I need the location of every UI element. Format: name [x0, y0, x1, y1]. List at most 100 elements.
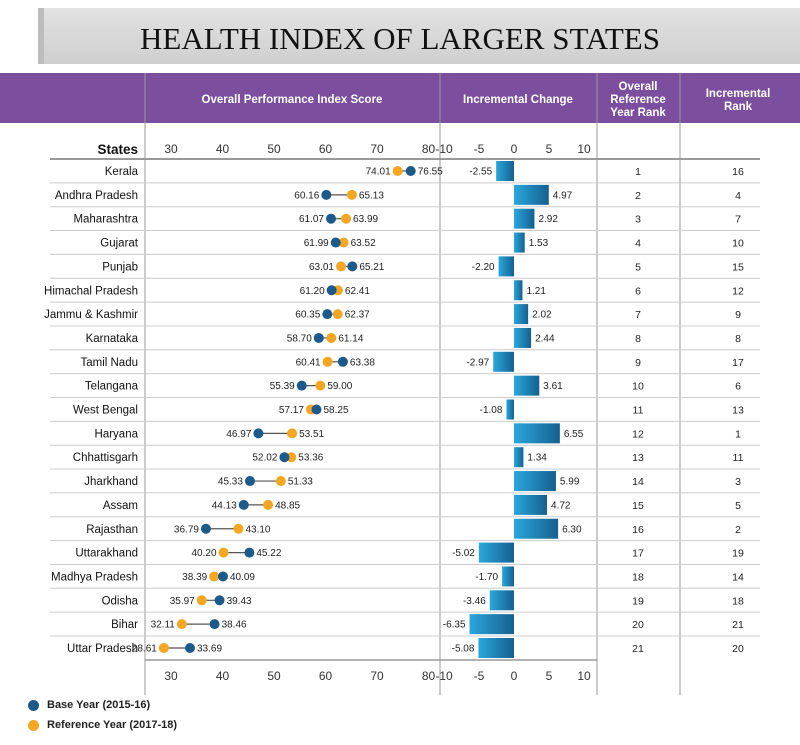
- base-year-point: [279, 452, 290, 463]
- inc-rank-value: 5: [735, 500, 741, 512]
- score-label-low: 61.07: [299, 214, 324, 225]
- reference-year-point: [392, 166, 403, 176]
- base-year-point: [326, 285, 337, 296]
- reference-year-point: [341, 213, 352, 224]
- score-label-low: 45.33: [218, 477, 243, 488]
- state-label: Haryana: [95, 428, 139, 440]
- incremental-bar: [514, 375, 540, 396]
- score-label-high: 65.21: [359, 262, 384, 273]
- ref-rank-value: 1: [635, 166, 641, 178]
- state-label: Gujarat: [100, 238, 139, 250]
- incremental-bar: [514, 327, 532, 348]
- score-tick-label: 40: [216, 669, 230, 683]
- base-year-point: [322, 309, 333, 320]
- inc-rank-value: 9: [735, 309, 741, 321]
- incremental-label: -1.08: [480, 405, 503, 416]
- ref-rank-value: 12: [632, 428, 644, 440]
- state-label: Jharkhand: [84, 476, 138, 488]
- incremental-bar: [502, 566, 514, 587]
- ref-rank-value: 9: [635, 357, 641, 369]
- header-band: [0, 73, 800, 123]
- score-tick-label: 70: [370, 669, 384, 683]
- base-year-point: [405, 166, 416, 176]
- reference-year-point: [338, 237, 349, 248]
- incremental-label: 1.53: [529, 238, 549, 249]
- base-year-point: [313, 332, 324, 343]
- inc-tick-label: 5: [546, 669, 553, 683]
- ref-rank-value: 11: [633, 405, 644, 417]
- incremental-bar: [506, 399, 514, 420]
- reference-year-point: [209, 571, 220, 582]
- score-label-high: 62.37: [345, 310, 370, 321]
- score-label-low: 61.20: [300, 286, 325, 297]
- inc-rank-value: 11: [733, 452, 744, 464]
- ref-rank-value: 10: [632, 381, 644, 393]
- incremental-bar: [514, 423, 560, 444]
- header-incremental: Incremental Change: [463, 94, 573, 106]
- score-label-low: 32.11: [151, 620, 176, 631]
- inc-tick-label: 0: [511, 142, 518, 156]
- inc-rank-value: 10: [732, 238, 744, 250]
- incremental-bar: [489, 590, 514, 611]
- ref-rank-value: 15: [632, 500, 644, 512]
- ref-rank-value: 14: [632, 476, 644, 488]
- incremental-label: -2.55: [469, 167, 492, 178]
- inc-rank-value: 20: [732, 643, 744, 655]
- reference-year-dot-icon: [28, 719, 39, 731]
- incremental-label: -2.20: [472, 262, 495, 273]
- incremental-label: -2.97: [466, 357, 489, 368]
- reference-year-point: [275, 476, 286, 487]
- state-label: Uttarakhand: [75, 548, 138, 560]
- reference-year-point: [326, 332, 337, 343]
- inc-rank-value: 4: [735, 190, 741, 202]
- ref-rank-value: 19: [632, 595, 644, 607]
- score-label-low: 61.99: [304, 238, 329, 249]
- inc-rank-value: 3: [735, 476, 741, 488]
- reference-year-point: [322, 356, 333, 367]
- score-label-low: 35.97: [170, 596, 195, 607]
- state-label: Assam: [103, 500, 138, 512]
- score-label-high: 61.14: [338, 333, 363, 344]
- incremental-label: -5.08: [452, 644, 475, 655]
- inc-rank-value: 17: [732, 357, 744, 369]
- inc-rank-value: 15: [732, 261, 744, 273]
- ref-rank-value: 5: [635, 261, 641, 273]
- score-label-high: 53.36: [298, 453, 323, 464]
- inc-rank-value: 18: [732, 595, 744, 607]
- incremental-bar: [514, 208, 535, 229]
- base-year-point: [244, 547, 255, 558]
- score-label-high: 48.85: [275, 500, 300, 511]
- score-label-high: 43.10: [245, 524, 270, 535]
- score-label-high: 58.25: [323, 405, 348, 416]
- header-score: Overall Performance Index Score: [202, 94, 383, 106]
- reference-year-point: [315, 380, 326, 391]
- base-year-point: [244, 476, 255, 487]
- base-year-point: [330, 237, 341, 248]
- incremental-label: 1.34: [527, 453, 547, 464]
- state-label: Jammu & Kashmir: [44, 309, 138, 321]
- ref-rank-value: 16: [632, 524, 644, 536]
- incremental-bar: [514, 471, 556, 492]
- incremental-label: 3.61: [543, 381, 563, 392]
- inc-tick-label: -10: [435, 669, 453, 683]
- inc-tick-label: -5: [474, 669, 485, 683]
- score-tick-label: 40: [216, 142, 230, 156]
- base-year-point: [185, 643, 196, 653]
- inc-rank-value: 1: [735, 428, 741, 440]
- score-label-low: 60.16: [294, 190, 319, 201]
- reference-year-point: [233, 523, 244, 534]
- inc-rank-value: 16: [732, 166, 744, 178]
- score-label-low: 36.79: [174, 524, 199, 535]
- score-label-low: 60.35: [295, 310, 320, 321]
- inc-tick-label: -5: [474, 142, 485, 156]
- base-year-point: [214, 595, 225, 606]
- incremental-bar: [478, 638, 514, 658]
- incremental-label: 6.30: [562, 524, 582, 535]
- ref-rank-value: 20: [632, 619, 644, 631]
- inc-rank-value: 6: [735, 381, 741, 393]
- inc-rank-value: 12: [732, 285, 744, 297]
- score-label-high: 45.22: [256, 548, 281, 559]
- incremental-bar: [514, 184, 549, 205]
- ref-rank-value: 8: [635, 333, 641, 345]
- legend-reference: Reference Year (2017-18): [28, 719, 177, 731]
